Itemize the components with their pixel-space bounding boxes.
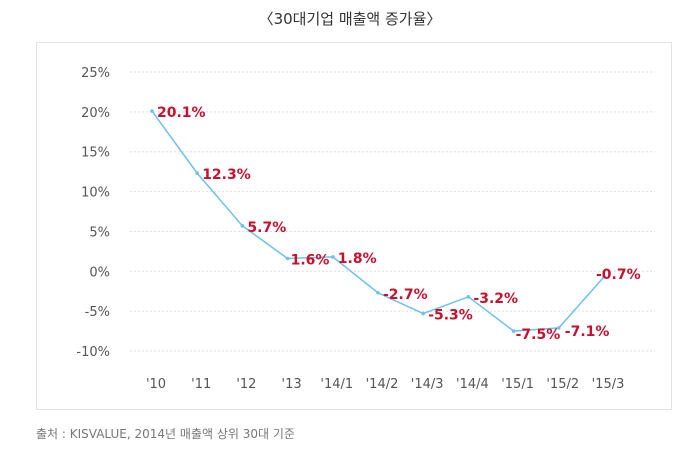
data-label: 12.3% [202,167,251,183]
data-point [466,294,471,299]
data-label: -2.7% [383,287,428,303]
series-line-layer [151,110,605,332]
data-point [331,255,335,259]
source-note: 출처 : KISVALUE, 2014년 매출액 상위 30대 기준 [36,427,295,441]
x-tick-label: '10 [146,377,166,392]
series-line [151,110,605,332]
x-tick-label: '15/2 [546,377,579,392]
data-label: 20.1% [157,105,206,121]
x-tick-label: '14/1 [320,377,353,392]
data-label: -5.3% [428,308,473,324]
data-point [376,291,380,295]
data-labels: 20.1% 12.3% 5.7% 1.6% 1.8% -2.7%-5.3%-3.2% -7.… [157,105,641,343]
data-point [511,329,516,333]
grid-lines [130,71,655,352]
x-tick-label: '14/3 [411,377,444,392]
x-tick-label: '15/1 [501,377,534,392]
data-point [150,109,154,113]
y-tick-label: 5% [89,225,110,240]
data-label: -7.1% [565,324,610,340]
x-tick-label: '13 [282,377,302,392]
data-label: -3.2% [473,291,518,307]
y-tick-label: 15% [81,146,110,161]
y-tick-label: 10% [81,186,110,201]
y-tick-label: 20% [81,106,110,121]
y-tick-label: 0% [89,265,110,280]
data-label: 1.8% [338,251,377,267]
data-point [557,326,561,330]
x-tick-label: '15/3 [592,377,625,392]
data-point [421,311,426,316]
data-label: 5.7% [247,220,286,236]
data-label: -7.5% [516,327,561,343]
data-label: -0.7% [596,267,641,283]
x-tick-label: '14/2 [366,377,399,392]
y-tick-label: -10% [76,345,110,360]
chart-frame [36,42,672,410]
y-tick-label: 25% [81,66,110,81]
data-point [240,224,245,228]
x-tick-label: '11 [191,377,211,392]
data-point [285,256,290,261]
x-tick-label: '14/4 [456,377,489,392]
data-point [602,275,606,279]
data-point [195,171,199,176]
data-points [150,109,606,333]
x-tick-label: '12 [236,377,256,392]
y-axis-tick-labels: 25% 20% 15% 10% 5% 0% -5% -10% [76,66,110,360]
y-tick-label: -5% [85,305,110,320]
data-label: 1.6% [291,253,330,269]
x-axis-tick-labels: '10 '11 '12 '13 '14/1 '14/2 '14/3 '14/4 '15/1 '15… [146,377,624,392]
chart-title: 〈30대기업 매출액 증가율〉 [258,10,442,28]
